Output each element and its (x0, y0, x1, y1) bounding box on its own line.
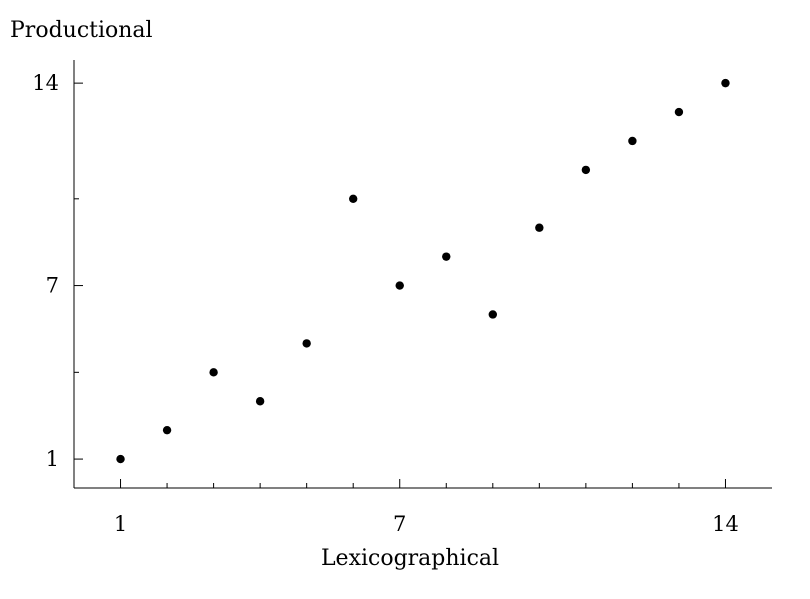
x-tick-label: 1 (114, 512, 127, 536)
x-tick-label: 14 (712, 512, 739, 536)
data-point (488, 310, 497, 319)
x-tick-label: 7 (393, 512, 406, 536)
data-point (395, 281, 404, 290)
data-point (209, 368, 218, 377)
data-point (162, 425, 172, 435)
data-point (721, 78, 730, 88)
data-point (581, 165, 591, 175)
data-point (674, 107, 684, 117)
data-point (442, 252, 451, 261)
y-tick-label: 14 (32, 71, 59, 95)
data-point (628, 136, 637, 146)
data-point (255, 397, 265, 406)
data-point (302, 339, 311, 348)
data-point (535, 223, 544, 232)
x-axis-title: Lexicographical (321, 546, 499, 571)
y-axis-title: Productional (10, 18, 153, 43)
data-point (349, 194, 358, 204)
y-tick-label: 7 (46, 274, 59, 298)
axis-ticks: 1 7 14 1 7 14 (32, 71, 739, 536)
y-tick-label: 1 (46, 447, 59, 471)
data-points (116, 78, 730, 464)
data-point (116, 454, 125, 464)
